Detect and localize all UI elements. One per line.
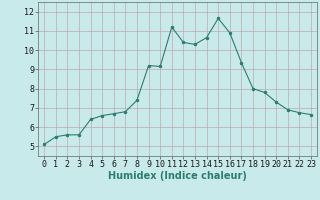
X-axis label: Humidex (Indice chaleur): Humidex (Indice chaleur) [108, 171, 247, 181]
